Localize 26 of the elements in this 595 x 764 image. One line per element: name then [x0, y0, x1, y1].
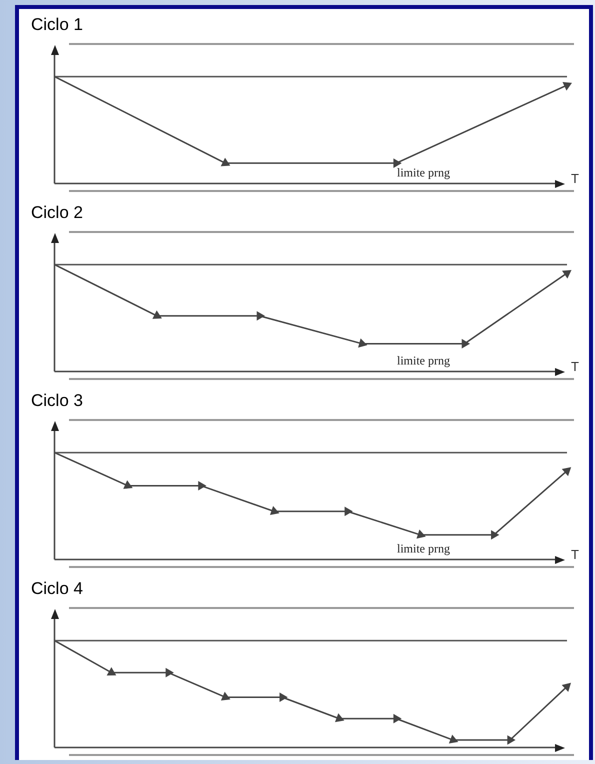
point [393, 714, 401, 723]
chart-title: Ciclo 4 [31, 579, 83, 599]
point [491, 530, 499, 540]
point [562, 683, 571, 692]
point [344, 507, 352, 516]
chart-title: Ciclo 1 [31, 15, 83, 35]
point [107, 668, 116, 676]
point [221, 692, 230, 700]
chart-title: Ciclo 2 [31, 203, 83, 223]
x-axis-title: T [571, 359, 579, 374]
annotation: limite prng [397, 542, 450, 556]
point [507, 736, 515, 744]
point [416, 530, 426, 538]
x-axis-title: T [571, 171, 579, 186]
annotation: limite prng [397, 354, 450, 368]
x-axis-title: T [571, 547, 579, 562]
point [449, 735, 458, 744]
point [562, 467, 571, 476]
point [124, 480, 132, 489]
point [335, 714, 344, 722]
point [270, 506, 279, 515]
point [280, 693, 288, 702]
annotation: limite prng [397, 166, 450, 180]
point [166, 668, 174, 677]
chart-title: Ciclo 3 [31, 391, 83, 411]
point [198, 482, 206, 490]
